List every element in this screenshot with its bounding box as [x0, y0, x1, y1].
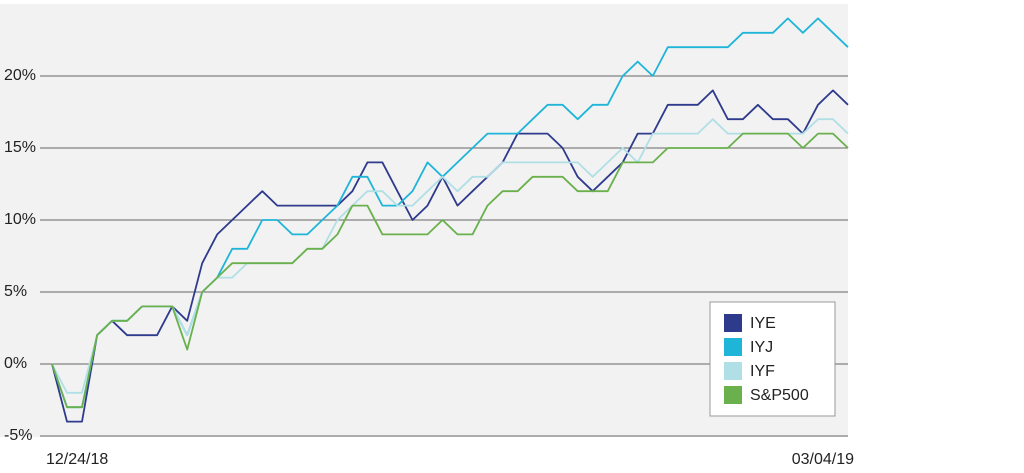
y-tick-label: 15% [4, 139, 36, 156]
legend-label: S&P500 [750, 387, 809, 404]
y-tick-label: 10% [4, 211, 36, 228]
y-tick-label: 20% [4, 67, 36, 84]
legend-label: IYJ [750, 339, 773, 356]
legend-swatch [724, 386, 742, 404]
legend-swatch [724, 338, 742, 356]
legend-label: IYE [750, 315, 776, 332]
y-tick-label: -5% [4, 427, 32, 444]
series-line [51, 132, 849, 409]
y-tick-label: 0% [4, 355, 27, 372]
x-tick-label: 12/24/18 [46, 451, 108, 468]
legend-label: IYF [750, 363, 775, 380]
legend: IYE IYJ IYF S&P500 [709, 301, 836, 417]
x-tick-label: 03/04/19 [792, 451, 854, 468]
legend-swatch [724, 362, 742, 380]
series-line [51, 89, 849, 423]
legend-swatch [724, 314, 742, 332]
series-line [51, 118, 849, 394]
y-tick-label: 5% [4, 283, 27, 300]
